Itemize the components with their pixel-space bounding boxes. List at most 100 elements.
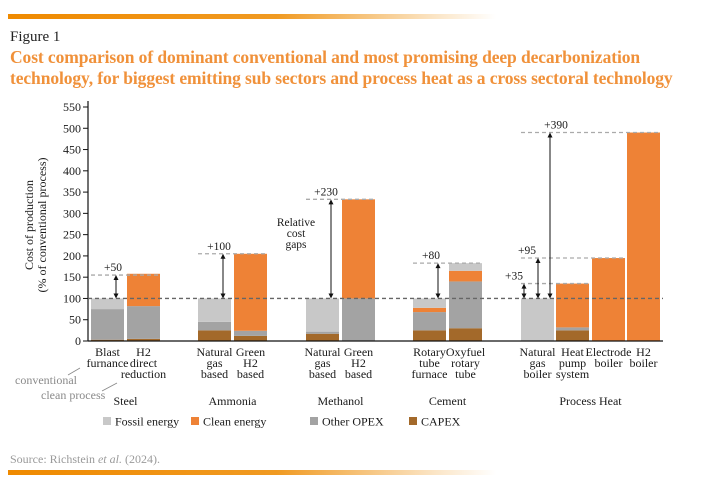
figure-title: Cost comparison of dominant conventional… xyxy=(10,47,673,88)
gap-label: +100 xyxy=(207,241,231,253)
top-accent-rule xyxy=(8,14,496,19)
bars xyxy=(91,132,660,341)
arrow-head-up xyxy=(220,253,226,259)
category-label: Blast xyxy=(95,345,120,359)
bar-segment-other-opex xyxy=(198,321,231,331)
y-axis-title-line: Cost of production xyxy=(22,180,36,270)
category-label: boiler xyxy=(524,367,552,381)
y-tick-label: 50 xyxy=(69,313,81,327)
gap-label: +80 xyxy=(422,250,440,262)
category-label: Rotary xyxy=(413,345,446,359)
y-axis: 0 50 100 150 200 250 300 350 400 450 500 550 xyxy=(63,100,89,348)
legend-label: Other OPEX xyxy=(322,415,384,429)
bar-segment-capex xyxy=(556,330,589,341)
bar-segment-other-opex xyxy=(342,298,375,341)
bar-segment-clean-energy xyxy=(556,283,589,328)
bar-segment-clean-energy xyxy=(627,132,660,341)
gap-label: +95 xyxy=(518,245,536,257)
bar-segment-fossil-energy xyxy=(413,298,446,308)
bar-segment-clean-energy xyxy=(234,253,267,331)
bar-segment-other-opex xyxy=(127,306,160,339)
conventional-pointer xyxy=(67,367,81,376)
relative-cost-gaps-label: gaps xyxy=(285,239,307,251)
y-tick-label: 300 xyxy=(63,206,81,220)
bar-segment-other-opex xyxy=(449,281,482,329)
gap-label: +50 xyxy=(104,262,122,274)
legend-label: Fossil energy xyxy=(115,415,179,429)
bar-segment-fossil-energy xyxy=(521,298,554,341)
category-label: direct xyxy=(130,356,158,370)
y-tick-label: 350 xyxy=(63,185,81,199)
bar-segment-other-opex xyxy=(234,330,267,336)
y-axis-title-line: (% of conventional process) xyxy=(35,158,49,293)
category-label: H2 xyxy=(243,356,258,370)
bar-segment-clean-energy xyxy=(413,307,446,313)
source-note: Source: Richstein et al. (2024). xyxy=(10,452,160,467)
group-label: Cement xyxy=(429,394,467,408)
category-label: H2 xyxy=(136,345,151,359)
bar-segment-other-opex xyxy=(556,327,589,331)
category-label: based xyxy=(309,367,336,381)
arrow-head-up xyxy=(113,275,119,281)
legend-swatch xyxy=(409,417,417,425)
category-label: furnace xyxy=(412,367,448,381)
category-label: gas xyxy=(207,356,223,370)
category-label: boiler xyxy=(595,356,623,370)
arrow-head-down xyxy=(220,293,226,299)
category-label: Natural xyxy=(305,345,342,359)
bar-segment-fossil-energy xyxy=(91,298,124,310)
legend: Fossil energy Clean energy Other OPEX CAPEX xyxy=(103,415,461,429)
clean-process-note: clean process xyxy=(41,388,106,402)
category-label: rotary xyxy=(451,356,480,370)
category-label: reduction xyxy=(121,367,166,381)
category-label: Green xyxy=(236,345,265,359)
legend-swatch xyxy=(191,417,199,425)
figure-label: Figure 1 xyxy=(10,29,61,45)
group-label: Ammonia xyxy=(209,394,258,408)
category-label: furnance xyxy=(87,356,129,370)
source-suffix: (2024). xyxy=(121,452,160,466)
arrow-head-up xyxy=(535,258,541,264)
y-tick-label: 200 xyxy=(63,249,81,263)
legend-swatch xyxy=(310,417,318,425)
bar-segment-fossil-energy xyxy=(198,298,231,322)
bar-segment-clean-energy xyxy=(342,199,375,299)
category-label: based xyxy=(201,367,228,381)
category-label: tube xyxy=(455,367,476,381)
conventional-note: conventional xyxy=(15,373,78,387)
category-label: boiler xyxy=(630,356,658,370)
category-label: Electrode xyxy=(586,345,632,359)
arrow-head-down xyxy=(113,293,119,299)
category-label: Heat xyxy=(561,345,584,359)
arrow-head-down xyxy=(521,293,527,299)
bar-segment-capex xyxy=(91,339,124,341)
bar-segment-capex xyxy=(413,330,446,341)
bottom-accent-rule xyxy=(8,470,496,475)
bar-segment-other-opex xyxy=(91,309,124,340)
x-axis: BlastfurnanceH2directreductionSteelNatur… xyxy=(87,340,663,408)
bar-segment-fossil-energy xyxy=(306,298,339,332)
clean-process-pointer xyxy=(101,382,118,392)
source-prefix: Source: Richstein xyxy=(10,452,98,466)
y-tick-label: 450 xyxy=(63,143,81,157)
bar-segment-other-opex xyxy=(306,331,339,334)
y-tick-label: 400 xyxy=(63,164,81,178)
bar-segment-clean-energy xyxy=(592,258,625,341)
group-label: Process Heat xyxy=(559,394,622,408)
arrow-head-down xyxy=(547,293,553,299)
y-axis-title: Cost of production (% of conventional pro… xyxy=(22,158,49,293)
category-label: H2 xyxy=(351,356,366,370)
category-label: tube xyxy=(419,356,440,370)
arrow-head-up xyxy=(328,199,334,205)
y-tick-label: 500 xyxy=(63,121,81,135)
category-label: system xyxy=(556,367,590,381)
bar-segment-clean-energy xyxy=(127,273,160,307)
gap-label: +35 xyxy=(505,271,523,283)
category-label: gas xyxy=(530,356,546,370)
legend-swatch xyxy=(103,417,111,425)
bar-segment-capex xyxy=(449,328,482,341)
gap-label: +390 xyxy=(544,120,568,132)
gap-label: +230 xyxy=(314,186,338,198)
